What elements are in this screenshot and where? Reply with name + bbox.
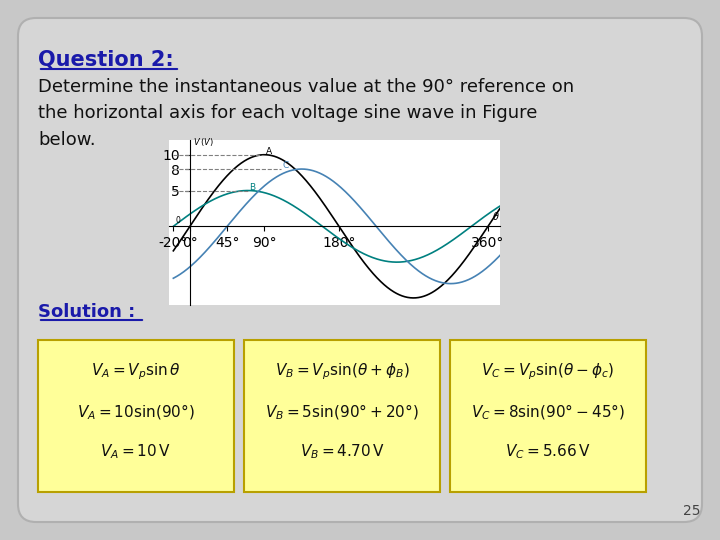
Text: $V_B = V_p \sin (\theta + \phi_B)$: $V_B = V_p \sin (\theta + \phi_B)$: [274, 362, 410, 382]
Text: $\theta$: $\theta$: [492, 210, 500, 222]
FancyBboxPatch shape: [18, 18, 702, 522]
Text: $V_B = 4.70\,\mathrm{V}$: $V_B = 4.70\,\mathrm{V}$: [300, 443, 384, 461]
Text: $V_A = V_p \sin \theta$: $V_A = V_p \sin \theta$: [91, 362, 181, 382]
Text: $V_A = 10\,\mathrm{V}$: $V_A = 10\,\mathrm{V}$: [101, 443, 171, 461]
Text: $V_C = 5.66\,\mathrm{V}$: $V_C = 5.66\,\mathrm{V}$: [505, 443, 591, 461]
Text: A: A: [266, 147, 272, 156]
FancyBboxPatch shape: [244, 340, 440, 492]
Text: Determine the instantaneous value at the 90° reference on
the horizontal axis fo: Determine the instantaneous value at the…: [38, 78, 574, 149]
FancyBboxPatch shape: [38, 340, 234, 492]
Text: $V_C = V_p \sin (\theta - \phi_c)$: $V_C = V_p \sin (\theta - \phi_c)$: [481, 362, 615, 382]
Text: Solution :: Solution :: [38, 303, 135, 321]
Text: 0: 0: [175, 216, 180, 225]
Text: Question 2:: Question 2:: [38, 50, 174, 70]
FancyBboxPatch shape: [450, 340, 646, 492]
Text: B: B: [250, 183, 256, 192]
Text: 25: 25: [683, 504, 700, 518]
Text: $V_B = 5 \sin (90° + 20°)$: $V_B = 5 \sin (90° + 20°)$: [265, 402, 419, 422]
Text: $V\,(V)$: $V\,(V)$: [193, 136, 214, 148]
Text: C: C: [283, 161, 289, 170]
Text: $V_C = 8 \sin (90° - 45°)$: $V_C = 8 \sin (90° - 45°)$: [471, 402, 625, 422]
Text: $V_A = 10 \sin (90°)$: $V_A = 10 \sin (90°)$: [77, 402, 195, 422]
